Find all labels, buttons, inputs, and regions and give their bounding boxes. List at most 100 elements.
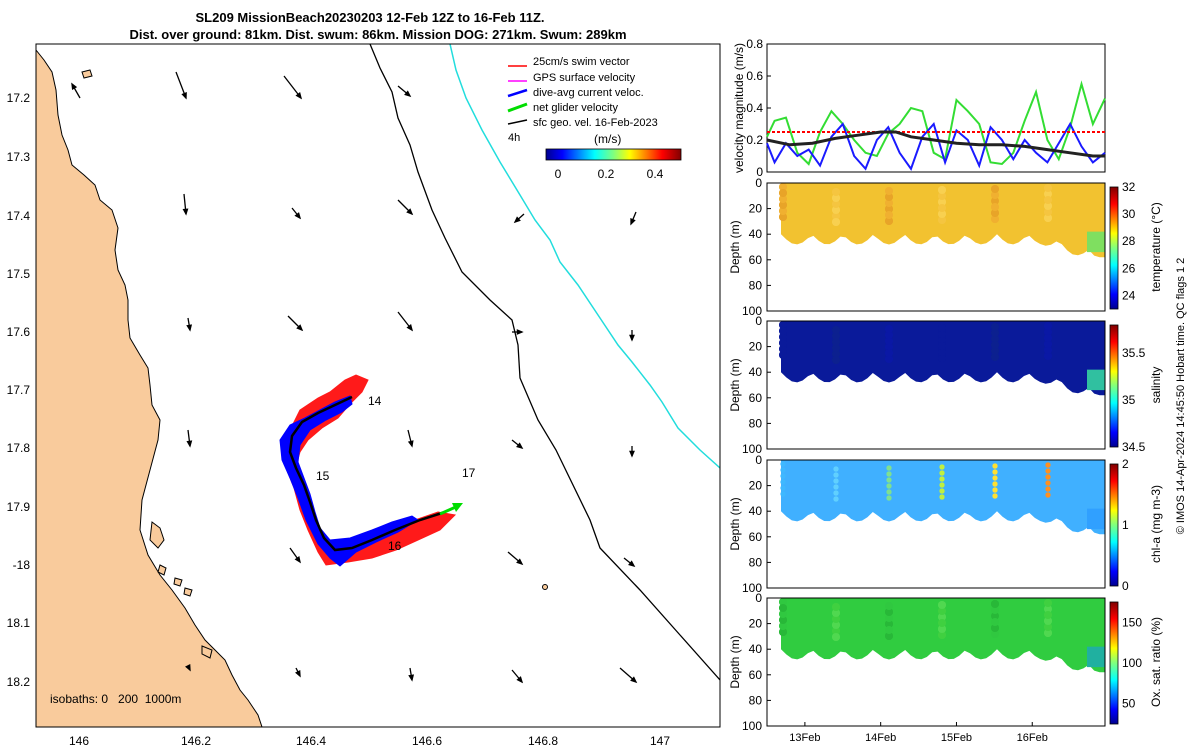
arrow-head — [406, 324, 414, 332]
section-sample — [1087, 646, 1105, 668]
arrow-head — [516, 442, 524, 450]
y-tick-label: 0 — [755, 176, 762, 190]
tick-label: -18 — [13, 558, 31, 572]
y-tick-label: 40 — [749, 365, 763, 379]
island — [173, 577, 183, 587]
arrow-head — [294, 212, 302, 220]
series-line — [766, 130, 1105, 158]
section-sample — [832, 344, 840, 352]
y-tick-label: 0 — [755, 314, 762, 328]
tick-label: 17.5 — [7, 267, 31, 281]
section-sample — [991, 347, 999, 355]
section-sample — [832, 615, 840, 623]
tick-label: 17.3 — [7, 150, 31, 164]
section-sample — [886, 471, 892, 477]
isobath-1000m — [449, 44, 720, 469]
section-sample — [833, 466, 839, 472]
panel-ylabel: Depth (m) — [728, 635, 742, 688]
isobath-200m — [369, 44, 720, 681]
colorbar-unit: (m/s) — [594, 132, 621, 146]
y-tick-label: 80 — [749, 416, 763, 430]
section-sample — [886, 495, 892, 501]
section-sample — [1044, 214, 1052, 222]
colorbar-tick: 0.4 — [647, 167, 664, 181]
section-sample — [832, 212, 840, 220]
section-sample — [885, 602, 893, 610]
section-sample — [939, 464, 945, 470]
section-sample — [885, 614, 893, 622]
y-tick-label: 0.6 — [746, 69, 763, 83]
section-sample — [991, 197, 999, 205]
section-sample — [991, 203, 999, 211]
section-sample — [779, 333, 787, 341]
section-sample — [779, 207, 787, 215]
colorbar-tick-label: 150 — [1122, 615, 1142, 629]
section-sample — [780, 491, 786, 497]
y-tick-label: 60 — [749, 391, 763, 405]
section-sample — [885, 355, 893, 363]
section-sample — [992, 463, 998, 469]
legend-label: 25cm/s swim vector — [533, 56, 630, 68]
arrow-head — [296, 324, 304, 332]
section-sample — [885, 626, 893, 634]
section-sample — [1045, 480, 1051, 486]
section-sample — [885, 193, 893, 201]
section-sample — [885, 343, 893, 351]
tick-label: 147 — [650, 734, 670, 748]
section-sample — [885, 217, 893, 225]
section-sample — [938, 198, 946, 206]
section-sample — [885, 205, 893, 213]
legend-swatch — [507, 119, 528, 125]
tick-label: 146.8 — [528, 734, 558, 748]
y-tick-label: 0 — [755, 453, 762, 467]
section-sample — [779, 610, 787, 618]
section-sample — [1087, 369, 1105, 391]
day-label: 16 — [388, 539, 402, 553]
section-sample — [779, 604, 787, 612]
colorbar-tick-label: 28 — [1122, 234, 1136, 248]
panel-colorbar — [1109, 601, 1119, 725]
panel-frame — [766, 459, 1106, 589]
y-tick-label: 40 — [749, 504, 763, 518]
section-sample — [832, 350, 840, 358]
y-tick-label: 100 — [742, 719, 762, 733]
section-sample — [885, 187, 893, 195]
colorbar-label: temperature (°C) — [1149, 202, 1163, 292]
section-sample — [938, 330, 946, 338]
section-sample — [885, 349, 893, 357]
section-sample — [779, 201, 787, 209]
section-sample — [991, 215, 999, 223]
section-sample — [833, 496, 839, 502]
section-sample — [833, 484, 839, 490]
section-sample — [779, 345, 787, 353]
section-sample — [780, 467, 786, 473]
section-sample — [938, 324, 946, 332]
section-panel: 0 20 40 60 80 100 Depth (m) 2 1 0 chl-a (mg m-3) — [728, 453, 1163, 595]
section-sample — [938, 336, 946, 344]
arrow-head — [294, 556, 301, 564]
panel-frame — [766, 320, 1106, 450]
title-line-2: Dist. over ground: 81km. Dist. swum: 86k… — [129, 27, 626, 42]
colorbar-tick-label: 35 — [1122, 393, 1136, 407]
section-sample — [991, 323, 999, 331]
section-sample — [779, 189, 787, 197]
section-sample — [832, 627, 840, 635]
section-sample — [992, 481, 998, 487]
section-sample — [938, 354, 946, 362]
section-sample — [832, 188, 840, 196]
arrow-head — [516, 676, 524, 684]
legend-label: GPS surface velocity — [533, 72, 636, 84]
panel-frame — [766, 597, 1106, 727]
island — [542, 584, 548, 590]
section-sample — [886, 465, 892, 471]
section-sample — [938, 192, 946, 200]
series-line — [766, 121, 1106, 171]
tick-label: 146.4 — [296, 734, 326, 748]
tick-label: 18.1 — [7, 616, 31, 630]
y-tick-label: 60 — [749, 530, 763, 544]
section-sample — [1045, 492, 1051, 498]
colorbar-tick-label: 1 — [1122, 518, 1129, 532]
section-sample — [991, 600, 999, 608]
y-tick-label: 80 — [749, 278, 763, 292]
section-sample — [832, 603, 840, 611]
